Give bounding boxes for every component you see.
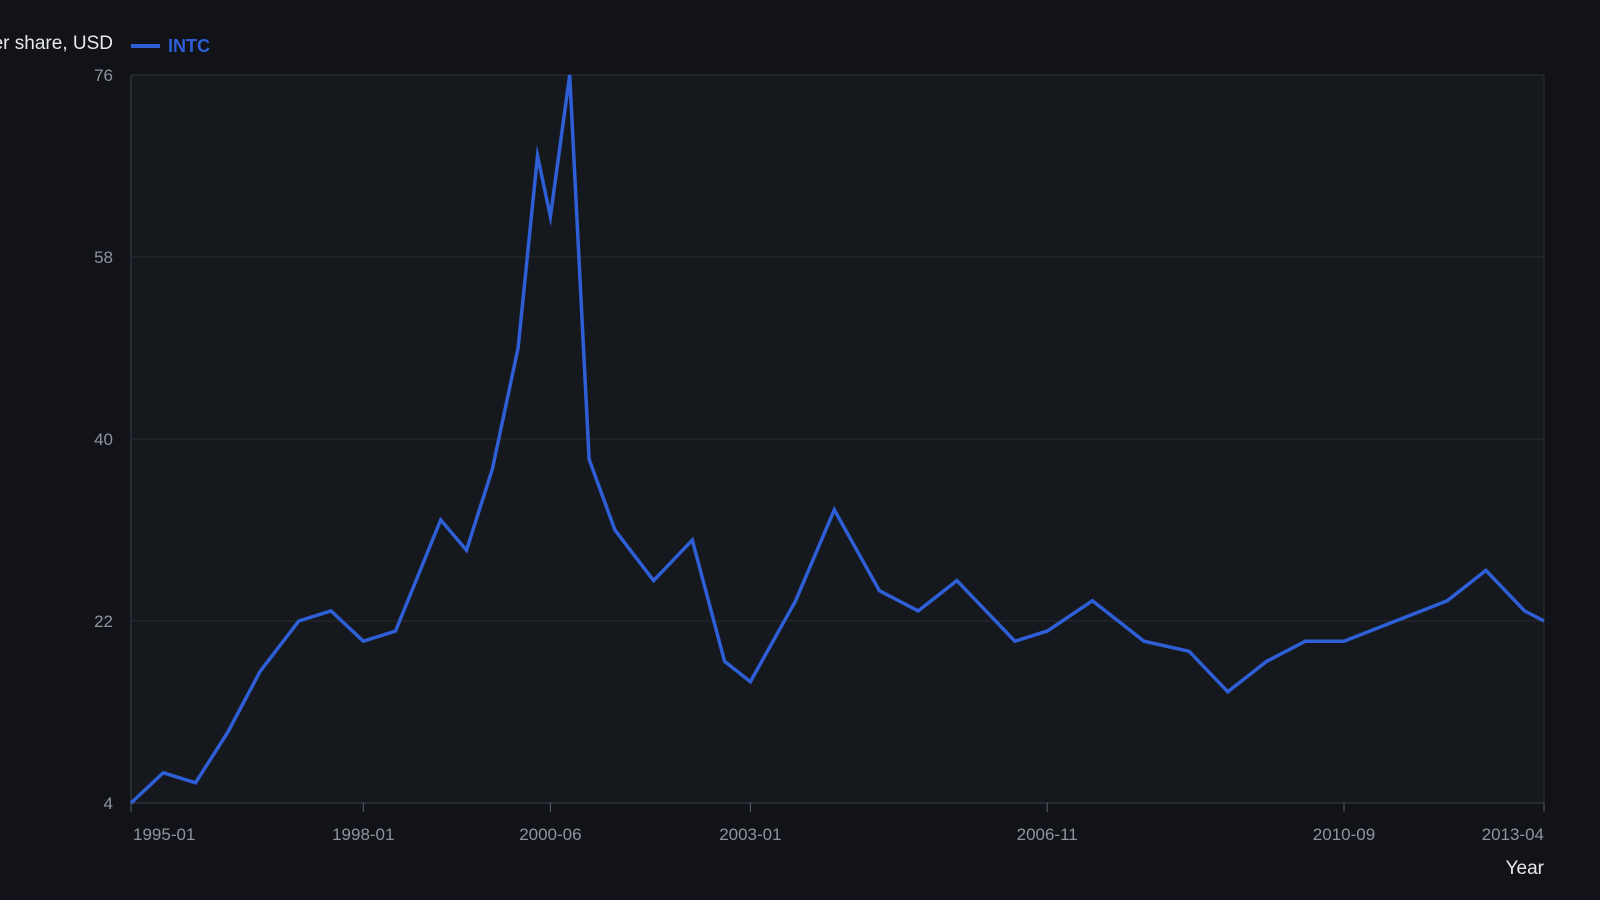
series-lines xyxy=(129,74,1545,805)
x-tick-label: 2003-01 xyxy=(719,825,781,844)
series-line-intc xyxy=(129,74,1545,805)
y-tick-label: 40 xyxy=(94,430,113,449)
x-tick-label: 2013-04 xyxy=(1482,825,1544,844)
legend-label-intc: INTC xyxy=(168,36,210,56)
legend: INTC xyxy=(131,36,210,56)
axes xyxy=(130,74,1545,812)
x-tick-label: 2006-11 xyxy=(1017,825,1078,844)
y-axis-title: Price per share, USD xyxy=(0,33,113,54)
tick-labels: 4 22 40 58 76 1995-01 1998-01 2000-06 2003-01 200… xyxy=(94,66,1544,844)
y-tick-label: 4 xyxy=(104,794,113,813)
y-tick-label: 76 xyxy=(94,66,113,85)
y-tick-label: 58 xyxy=(94,248,113,267)
x-tick-label: 2000-06 xyxy=(519,825,581,844)
x-tick-label: 1998-01 xyxy=(332,825,394,844)
x-tick-label: 1995-01 xyxy=(133,825,195,844)
y-tick-label: 22 xyxy=(94,612,113,631)
x-tick-label: 2010-09 xyxy=(1313,825,1375,844)
x-axis-title: Year xyxy=(1506,858,1545,879)
